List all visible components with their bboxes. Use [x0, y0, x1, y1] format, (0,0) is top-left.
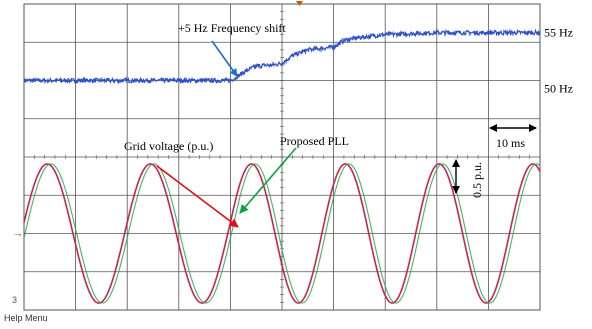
- grid-voltage-label: Grid voltage (p.u.): [124, 139, 213, 153]
- freq-shift-arrow: [211, 40, 238, 77]
- channel-3-marker: 3: [12, 295, 17, 305]
- time-scale-label: 10 ms: [496, 136, 525, 150]
- trigger-marker-icon: [296, 1, 303, 6]
- grid-voltage-trace: [23, 163, 541, 304]
- grid-voltage-arrow: [156, 165, 239, 228]
- proposed-pll-arrow: [239, 147, 297, 214]
- proposed-pll-label: Proposed PLL: [280, 134, 349, 148]
- freq-50-label: 50 Hz: [544, 82, 573, 96]
- channel-marker-icon: 🠒: [14, 230, 22, 240]
- frequency-trace: [23, 28, 541, 85]
- amplitude-scale-label: 0.5 p.u.: [470, 162, 484, 198]
- freq-55-label: 55 Hz: [544, 26, 573, 40]
- freq-shift-label: +5 Hz Frequency shift: [178, 21, 286, 35]
- scope-grid: [23, 3, 541, 311]
- help-menu[interactable]: Help Menu: [4, 313, 48, 323]
